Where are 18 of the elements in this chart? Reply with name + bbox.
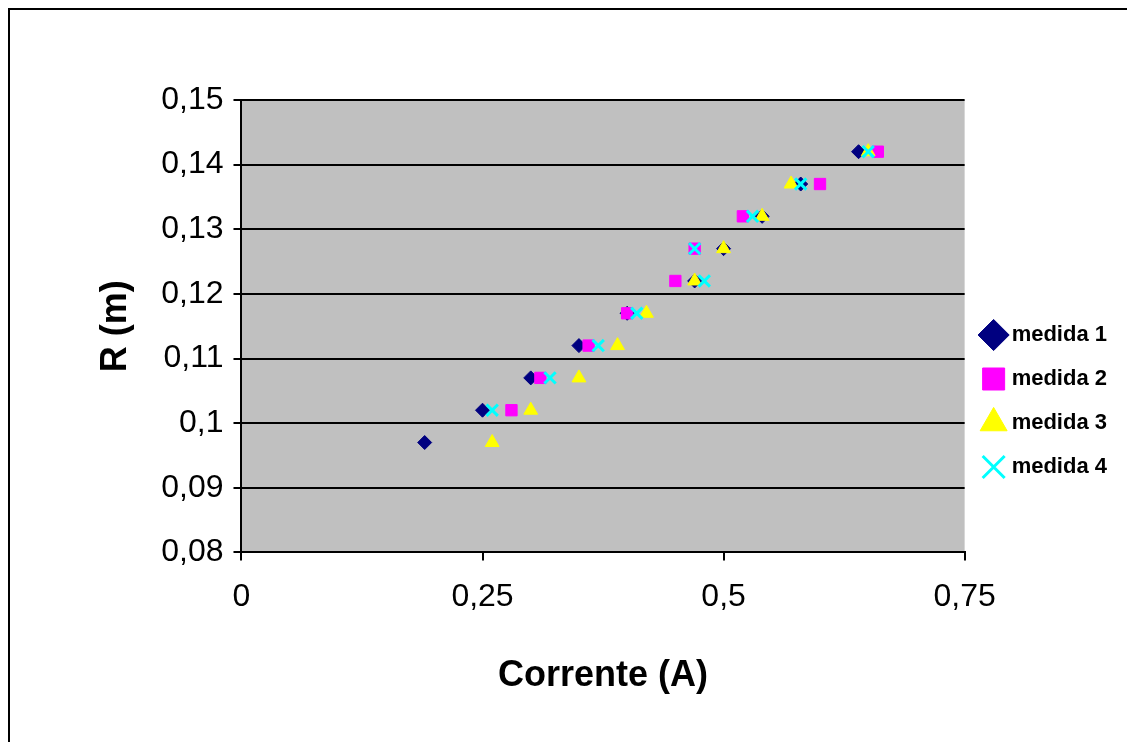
x-tick-label: 0,75 [933,577,996,614]
x-tick-label: 0 [232,577,251,614]
legend-label: medida 4 [1011,453,1108,479]
legend-label: medida 2 [1011,365,1108,391]
y-tick-label: 0,09 [161,467,224,504]
y-tick-label: 0,08 [161,532,224,569]
y-tick-label: 0,13 [161,209,224,246]
y-axis-title: R (m) [92,280,134,373]
legend-label: medida 3 [1011,409,1108,435]
y-tick-label: 0,11 [163,338,224,375]
y-tick-label: 0,15 [161,79,224,116]
legend-label: medida 1 [1011,321,1108,347]
x-tick-label: 0,25 [451,577,514,614]
x-tick-label: 0,5 [701,577,746,614]
y-tick-label: 0,12 [161,273,224,310]
x-axis-title: Corrente (A) [498,653,709,695]
y-tick-label: 0,1 [179,402,224,439]
y-tick-label: 0,14 [161,144,224,181]
